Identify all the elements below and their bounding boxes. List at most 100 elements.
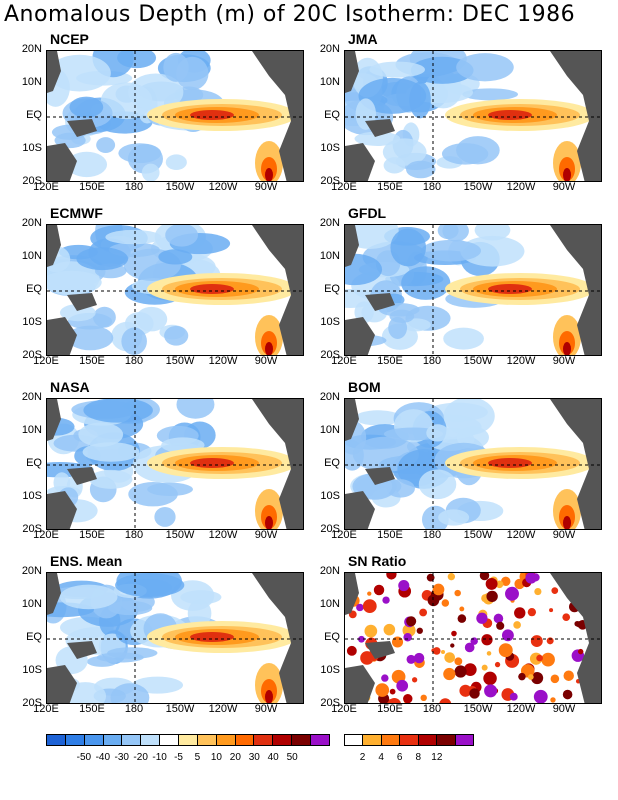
anomaly-blob-negative	[165, 154, 187, 171]
sn-ratio-cell	[514, 607, 526, 619]
sn-ratio-cell	[513, 621, 521, 629]
y-tick-ecmwf: 10N	[21, 250, 42, 262]
x-tick-ecmwf: 180	[124, 355, 144, 367]
sn-ratio-cell	[396, 679, 409, 692]
sn-ratio-cell	[476, 612, 488, 624]
land-asia	[345, 399, 359, 441]
land-new-guinea	[365, 641, 395, 659]
y-tick-nasa: 10S	[22, 490, 42, 502]
anomaly-blob-negative	[135, 306, 168, 332]
sn-ratio-cell	[432, 583, 445, 596]
sn-ratio-cell	[505, 586, 519, 601]
anomaly-blob-negative	[442, 225, 469, 242]
panel-title-ecmwf: ECMWF	[50, 205, 103, 221]
y-tick-nasa: 20S	[22, 523, 42, 535]
sn-ratio-cell	[416, 627, 423, 634]
anomaly-coastal-warm	[265, 516, 273, 529]
sn-ratio-cell	[411, 677, 418, 683]
anomaly-warm-core	[190, 458, 234, 468]
anomaly-blob-negative	[86, 656, 118, 667]
anomaly-blob-negative	[421, 239, 482, 262]
sn-ratio-cell	[367, 591, 372, 596]
land-americas	[550, 399, 601, 529]
sn-ratio-colorbar-swatch	[437, 735, 456, 745]
sn-ratio-cell	[576, 621, 583, 628]
x-tick-sn-ratio: 150W	[463, 703, 493, 715]
anomaly-blob-negative	[83, 399, 153, 423]
anomaly-blob-negative	[48, 54, 111, 92]
y-tick-sn-ratio: 20S	[320, 697, 340, 709]
x-tick-jma: 180	[422, 181, 442, 193]
land-australia	[345, 491, 375, 529]
y-tick-gfdl: 20S	[320, 349, 340, 361]
sn-ratio-cell	[381, 674, 389, 682]
map-ncep	[46, 50, 304, 182]
y-tick-ecmwf: 20S	[22, 349, 42, 361]
anomaly-colorbar-label: -20	[133, 752, 148, 763]
anomaly-warm-core	[190, 632, 234, 642]
sn-ratio-cell	[362, 599, 377, 613]
anomaly-blob-negative	[406, 160, 436, 179]
sn-ratio-cell	[439, 698, 452, 703]
anomaly-blob-negative	[369, 61, 425, 78]
x-tick-gfdl: 150W	[463, 355, 493, 367]
y-tick-ncep: EQ	[26, 109, 42, 121]
x-tick-ens-mean: 90W	[254, 703, 278, 715]
anomaly-colorbar-swatch	[311, 735, 329, 745]
anomaly-blob-negative	[164, 325, 189, 346]
anomaly-colorbar-swatch	[197, 735, 217, 745]
anomaly-colorbar-label: -40	[95, 752, 111, 763]
anomaly-blob-negative	[176, 399, 215, 419]
sn-ratio-colorbar-swatch	[345, 735, 364, 745]
anomaly-blob-negative	[128, 73, 184, 111]
land-americas	[550, 573, 601, 703]
x-tick-sn-ratio: 120W	[506, 703, 536, 715]
x-tick-jma: 120E	[331, 181, 357, 193]
sn-ratio-cell	[391, 636, 404, 648]
sn-ratio-cell	[577, 648, 584, 655]
sn-ratio-cell	[459, 684, 472, 697]
sn-ratio-cell	[481, 634, 493, 646]
x-tick-ncep: 120W	[208, 181, 238, 193]
sn-ratio-cell	[527, 674, 534, 680]
panel-title-sn-ratio: SN Ratio	[348, 553, 407, 569]
sn-ratio-cell	[485, 577, 498, 590]
sn-ratio-cell	[563, 670, 574, 681]
land-australia	[47, 317, 77, 355]
y-tick-jma: EQ	[324, 109, 340, 121]
y-tick-bom: EQ	[324, 457, 340, 469]
anomaly-blob-negative	[59, 584, 118, 610]
x-tick-ens-mean: 150E	[79, 703, 105, 715]
anomaly-blob-negative	[93, 306, 116, 328]
anomaly-colorbar-label: -10	[152, 752, 167, 763]
x-tick-gfdl: 120W	[506, 355, 536, 367]
sn-ratio-cell	[451, 630, 457, 637]
land-new-guinea	[67, 467, 97, 485]
anomaly-blob-negative	[158, 249, 193, 265]
panel-title-nasa: NASA	[50, 379, 90, 395]
y-tick-ncep: 10N	[21, 76, 42, 88]
sn-ratio-cell	[533, 689, 548, 703]
y-tick-gfdl: EQ	[324, 283, 340, 295]
x-tick-ecmwf: 150E	[79, 355, 105, 367]
land-asia	[47, 51, 61, 93]
sn-ratio-colorbar-label: 6	[396, 752, 403, 763]
sn-ratio-cell	[509, 692, 518, 701]
sn-ratio-colorbar-swatch	[418, 735, 438, 745]
anomaly-blob-negative	[82, 442, 140, 462]
map-jma	[344, 50, 602, 182]
sn-ratio-colorbar-swatch	[363, 735, 382, 745]
x-tick-gfdl: 150E	[377, 355, 403, 367]
sn-ratio-cell	[406, 654, 416, 664]
anomaly-blob-negative	[462, 88, 519, 101]
sn-ratio-cell	[527, 607, 537, 617]
anomaly-blob-negative	[105, 229, 162, 245]
sn-ratio-cell	[454, 665, 467, 678]
x-tick-nasa: 180	[124, 529, 144, 541]
x-tick-ecmwf: 150W	[165, 355, 195, 367]
anomaly-blob-negative	[345, 253, 383, 286]
map-bom	[344, 398, 602, 530]
anomaly-coastal-warm	[563, 342, 571, 355]
land-australia	[47, 665, 77, 703]
land-new-guinea	[67, 293, 97, 311]
